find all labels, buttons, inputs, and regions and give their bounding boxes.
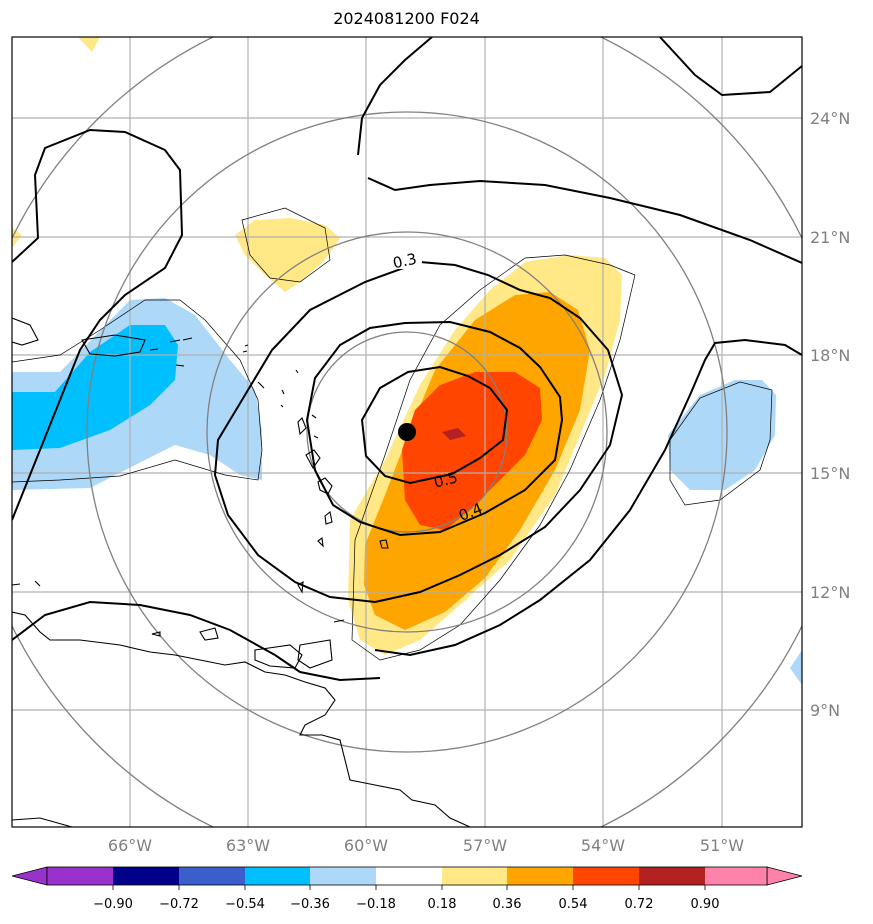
longitude-labels: 66°W 63°W 60°W 57°W 54°W 51°W [108, 836, 744, 855]
colorbar-tick-label: 0.54 [559, 897, 588, 912]
colorbar-segment [507, 867, 573, 885]
lon-label-66w: 66°W [108, 836, 152, 855]
contour-label-0-5: 0.5 [432, 468, 460, 491]
colorbar-tick-marks [112, 885, 706, 890]
latitude-labels: 24°N 21°N 18°N 15°N 12°N 9°N [810, 109, 850, 720]
map-area: 0.3 0.4 0.5 [12, 37, 802, 827]
colorbar-segment [442, 867, 507, 885]
colorbar-segment [573, 867, 639, 885]
colorbar-segment [376, 867, 442, 885]
coastlines [12, 317, 471, 827]
lat-label-15n: 15°N [810, 464, 850, 483]
bold-contours [12, 37, 802, 682]
colorbar-tick-label: 0.90 [691, 897, 720, 912]
lat-label-9n: 9°N [810, 701, 840, 720]
map-title: 2024081200 F024 [333, 9, 480, 28]
storm-center-dot [398, 423, 416, 441]
lon-label-63w: 63°W [226, 836, 270, 855]
colorbar-tick-label: −0.36 [290, 897, 330, 912]
lon-label-51w: 51°W [700, 836, 744, 855]
shading-negative-southeast [790, 650, 802, 685]
shading-positive-tl1 [78, 37, 100, 52]
colorbar-segment [310, 867, 376, 885]
map-frame [11, 36, 803, 828]
colorbar-segment [113, 867, 179, 885]
lon-label-54w: 54°W [581, 836, 625, 855]
lon-label-60w: 60°W [344, 836, 388, 855]
distance-rings [12, 37, 802, 827]
colorbar: −0.90 −0.72 −0.54 −0.36 −0.18 0.18 0.36 … [11, 866, 803, 912]
lat-label-21n: 21°N [810, 228, 850, 247]
colorbar-extend-high [766, 866, 803, 886]
lat-label-24n: 24°N [810, 109, 850, 128]
colorbar-segment [179, 867, 245, 885]
shading-positive-main-max [442, 428, 466, 440]
colorbar-segment [705, 867, 767, 885]
colorbar-segment [639, 867, 705, 885]
colorbar-frame [46, 866, 768, 886]
colorbar-segment [245, 867, 310, 885]
lat-label-18n: 18°N [810, 346, 850, 365]
colorbar-extend-low [11, 866, 48, 886]
gridlines [12, 37, 802, 827]
colorbar-tick-label: 0.72 [625, 897, 654, 912]
lat-label-12n: 12°N [810, 583, 850, 602]
colorbar-segment [47, 867, 113, 885]
colorbar-tick-label: −0.54 [225, 897, 265, 912]
colorbar-tick-label: −0.72 [159, 897, 199, 912]
colorbar-tick-label: 0.18 [428, 897, 457, 912]
colorbar-tick-label: 0.36 [493, 897, 522, 912]
colorbar-tick-label: −0.90 [93, 897, 133, 912]
colorbar-tick-label: −0.18 [356, 897, 396, 912]
lon-label-57w: 57°W [463, 836, 507, 855]
contour-label-0-3: 0.3 [391, 250, 418, 273]
